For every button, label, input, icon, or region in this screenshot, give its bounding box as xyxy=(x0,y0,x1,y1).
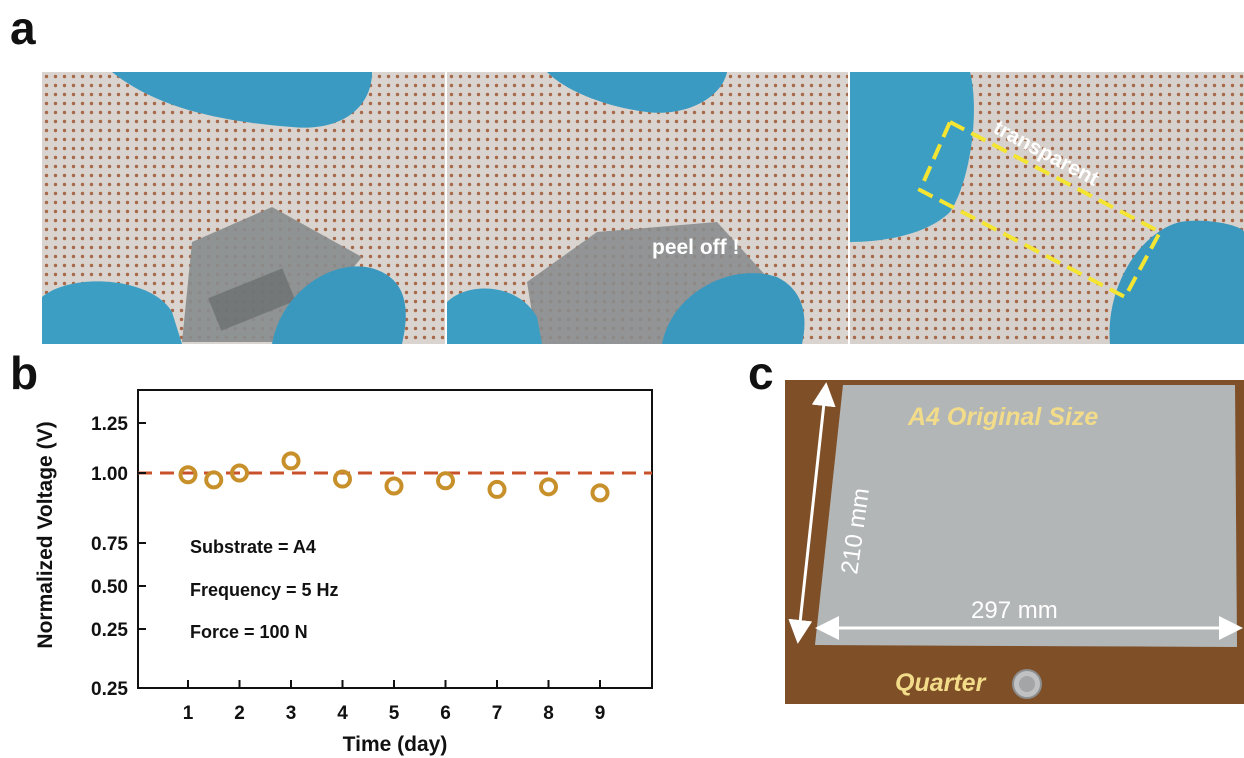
panel-label-c: c xyxy=(748,347,774,399)
y-tick-label: 1.25 xyxy=(91,414,128,435)
voltage-chart: 0.25 0.25 0.50 0.75 1.00 1.25 1 2 3 4 5 6 7 8 9 Subst… xyxy=(34,389,653,756)
data-point xyxy=(204,470,224,490)
y-axis-label: Normalized Voltage (V) xyxy=(34,421,57,648)
glove-right xyxy=(1109,220,1244,344)
x-tick-label: 3 xyxy=(286,703,297,724)
data-point xyxy=(230,463,249,483)
data-point xyxy=(590,483,610,503)
glove-left xyxy=(447,288,542,344)
data-point xyxy=(178,465,198,485)
x-tick-label: 8 xyxy=(543,703,554,724)
y-tick-label: 0.50 xyxy=(91,577,128,598)
glove-left xyxy=(42,281,182,344)
x-tick-label: 7 xyxy=(492,703,503,724)
annotation-frequency: Frequency = 5 Hz xyxy=(190,580,339,600)
x-tick-label: 1 xyxy=(183,703,194,724)
y-tick-label: 1.00 xyxy=(91,464,128,485)
photo-a2: peel off ! xyxy=(447,72,848,344)
panel-label-a: a xyxy=(10,2,36,54)
x-tick-label: 2 xyxy=(234,703,245,724)
photo-a3: transparent xyxy=(850,72,1244,344)
data-point xyxy=(539,477,558,497)
glove-right xyxy=(662,273,805,344)
a4-sheet xyxy=(815,385,1237,647)
data-point xyxy=(384,476,404,496)
data-point xyxy=(333,469,352,489)
width-label: 297 mm xyxy=(971,597,1058,624)
photo-a1 xyxy=(42,72,445,344)
glove-right xyxy=(272,266,406,344)
height-arrow xyxy=(788,382,836,644)
glove-top xyxy=(547,72,727,113)
data-point xyxy=(436,471,455,491)
x-tick-label: 9 xyxy=(595,703,606,724)
data-point xyxy=(487,479,507,499)
coin-label: Quarter xyxy=(895,669,987,697)
x-tick-label: 6 xyxy=(440,703,451,724)
y-tick-label: 0.25 xyxy=(91,679,128,700)
annotation-substrate: Substrate = A4 xyxy=(190,537,316,557)
a4-title: A4 Original Size xyxy=(907,403,1098,431)
y-tick-label: 0.25 xyxy=(91,620,128,641)
annotation-force: Force = 100 N xyxy=(190,622,308,642)
data-point xyxy=(281,451,301,471)
panel-label-b: b xyxy=(10,347,39,399)
y-tick-label: 0.75 xyxy=(91,534,128,555)
photo-c: A4 Original Size 210 mm 297 mm Quarter xyxy=(785,380,1244,704)
peel-off-caption: peel off ! xyxy=(652,236,740,259)
glove-top xyxy=(112,72,372,128)
x-tick-label: 5 xyxy=(389,703,400,724)
x-axis-label: Time (day) xyxy=(343,733,448,756)
x-tick-label: 4 xyxy=(337,703,348,724)
transparent-outline xyxy=(917,119,1163,300)
glove-left xyxy=(850,72,974,242)
